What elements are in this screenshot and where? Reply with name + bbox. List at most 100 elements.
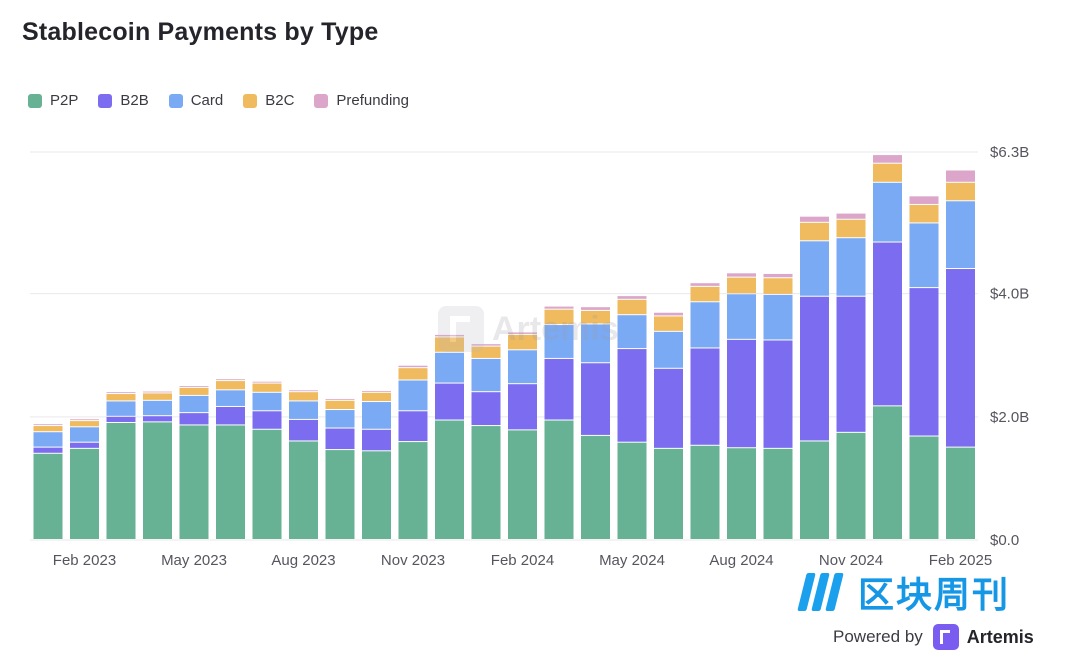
bar-card[interactable]	[836, 238, 866, 296]
bar-stack[interactable]	[690, 283, 720, 539]
bar-p2p[interactable]	[398, 442, 428, 539]
bar-card[interactable]	[800, 241, 829, 296]
bar-p2p[interactable]	[179, 425, 209, 539]
bar-b2c[interactable]	[362, 392, 391, 402]
bar-b2c[interactable]	[33, 426, 63, 432]
bar-stack[interactable]	[179, 386, 209, 539]
bar-b2b[interactable]	[727, 339, 756, 448]
bar-card[interactable]	[763, 294, 793, 340]
bar-card[interactable]	[398, 380, 428, 411]
bar-p2p[interactable]	[33, 453, 63, 539]
bar-card[interactable]	[435, 352, 464, 383]
bar-prefunding[interactable]	[800, 216, 829, 222]
bar-stack[interactable]	[362, 390, 391, 539]
bar-prefunding[interactable]	[617, 296, 647, 299]
bar-prefunding[interactable]	[106, 392, 136, 394]
legend-item-card[interactable]: Card	[168, 92, 223, 109]
bar-stack[interactable]	[106, 392, 136, 539]
bar-card[interactable]	[654, 331, 683, 368]
bar-b2b[interactable]	[143, 416, 172, 422]
bar-b2b[interactable]	[289, 419, 318, 441]
bar-p2p[interactable]	[362, 451, 391, 539]
bar-b2c[interactable]	[106, 394, 136, 401]
bar-stack[interactable]	[544, 306, 574, 539]
bar-card[interactable]	[362, 402, 391, 429]
bar-card[interactable]	[946, 201, 975, 269]
bar-stack[interactable]	[252, 381, 282, 539]
bar-card[interactable]	[252, 392, 282, 411]
bar-p2p[interactable]	[763, 448, 793, 539]
legend-item-prefunding[interactable]: Prefunding	[314, 92, 409, 109]
bar-prefunding[interactable]	[70, 419, 99, 421]
bar-b2c[interactable]	[873, 163, 902, 182]
bar-p2p[interactable]	[581, 435, 610, 539]
bar-p2p[interactable]	[106, 422, 136, 539]
bar-b2b[interactable]	[325, 428, 355, 450]
bar-prefunding[interactable]	[398, 365, 428, 368]
bar-b2b[interactable]	[33, 447, 63, 453]
bar-p2p[interactable]	[617, 442, 647, 539]
bar-prefunding[interactable]	[362, 390, 391, 392]
bar-b2b[interactable]	[398, 411, 428, 442]
bar-p2p[interactable]	[143, 422, 172, 539]
bar-card[interactable]	[106, 401, 136, 416]
bar-b2c[interactable]	[398, 368, 428, 380]
bar-b2c[interactable]	[508, 334, 537, 350]
bar-b2b[interactable]	[508, 384, 537, 430]
bar-b2c[interactable]	[946, 182, 975, 201]
bar-p2p[interactable]	[471, 426, 501, 539]
bar-p2p[interactable]	[325, 450, 355, 539]
bar-b2c[interactable]	[252, 383, 282, 392]
bar-b2c[interactable]	[727, 277, 756, 294]
bar-card[interactable]	[70, 427, 99, 442]
bar-card[interactable]	[544, 325, 574, 358]
bar-prefunding[interactable]	[435, 334, 464, 337]
bar-b2b[interactable]	[471, 392, 501, 426]
bar-b2c[interactable]	[289, 392, 318, 401]
legend-item-b2c[interactable]: B2C	[243, 92, 294, 109]
bar-b2c[interactable]	[654, 316, 683, 331]
bar-stack[interactable]	[33, 424, 63, 539]
bar-prefunding[interactable]	[471, 344, 501, 346]
bar-card[interactable]	[617, 315, 647, 349]
bar-stack[interactable]	[763, 273, 793, 539]
bar-b2c[interactable]	[471, 346, 501, 358]
bar-prefunding[interactable]	[544, 306, 574, 309]
bar-stack[interactable]	[508, 332, 537, 539]
bar-b2c[interactable]	[836, 219, 866, 238]
bar-stack[interactable]	[70, 419, 99, 539]
bar-b2b[interactable]	[362, 429, 391, 451]
bar-b2c[interactable]	[763, 278, 793, 294]
bar-b2c[interactable]	[179, 387, 209, 395]
bar-card[interactable]	[690, 302, 720, 348]
bar-p2p[interactable]	[836, 432, 866, 539]
bar-card[interactable]	[873, 182, 902, 242]
bar-b2c[interactable]	[143, 393, 172, 400]
bar-prefunding[interactable]	[946, 170, 975, 182]
bar-p2p[interactable]	[252, 429, 282, 539]
bar-b2b[interactable]	[909, 288, 939, 436]
bar-prefunding[interactable]	[252, 381, 282, 383]
bar-stack[interactable]	[581, 307, 610, 539]
bar-stack[interactable]	[800, 216, 829, 539]
bar-p2p[interactable]	[435, 420, 464, 539]
bar-b2c[interactable]	[909, 204, 939, 223]
bar-p2p[interactable]	[873, 406, 902, 539]
bar-stack[interactable]	[216, 379, 245, 539]
bar-stack[interactable]	[143, 391, 172, 539]
bar-p2p[interactable]	[800, 441, 829, 539]
bar-p2p[interactable]	[946, 447, 975, 539]
bar-stack[interactable]	[617, 296, 647, 539]
bar-prefunding[interactable]	[763, 273, 793, 278]
bar-stack[interactable]	[727, 273, 756, 539]
bar-p2p[interactable]	[727, 448, 756, 539]
bar-b2b[interactable]	[252, 411, 282, 429]
bar-prefunding[interactable]	[289, 390, 318, 392]
bar-prefunding[interactable]	[836, 213, 866, 219]
bar-b2c[interactable]	[435, 337, 464, 352]
legend-item-p2p[interactable]: P2P	[28, 92, 78, 109]
bar-card[interactable]	[33, 432, 63, 447]
bar-b2c[interactable]	[70, 421, 99, 427]
bar-card[interactable]	[508, 350, 537, 384]
bar-b2b[interactable]	[70, 442, 99, 448]
